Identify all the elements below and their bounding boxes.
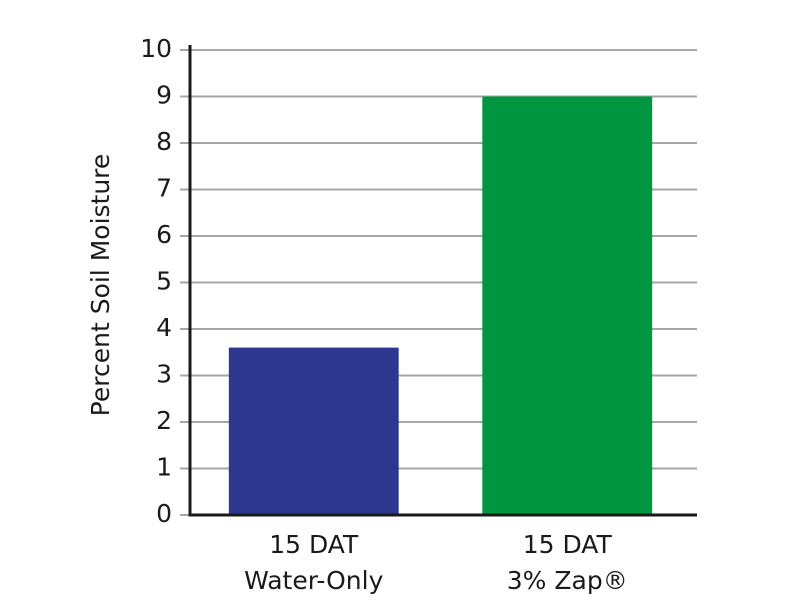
y-tick-label: 3 [156, 360, 172, 389]
y-tick-label: 1 [156, 453, 172, 482]
y-tick-label: 10 [140, 34, 172, 63]
y-tick-label: 0 [156, 499, 172, 528]
y-tick-label: 8 [156, 127, 172, 156]
bar [482, 96, 653, 515]
y-tick-label: 4 [156, 313, 172, 342]
y-tick-label: 7 [156, 174, 172, 203]
y-tick-label: 9 [156, 81, 172, 110]
y-tick-label: 6 [156, 220, 172, 249]
bar [228, 347, 399, 515]
y-tick-label: 5 [156, 267, 172, 296]
x-tick-label: 15 DAT 3% Zap® [506, 530, 628, 595]
y-axis-label: Percent Soil Moisture [86, 154, 115, 417]
y-tick-label: 2 [156, 406, 172, 435]
x-tick-label: 15 DAT Water-Only [244, 530, 384, 595]
